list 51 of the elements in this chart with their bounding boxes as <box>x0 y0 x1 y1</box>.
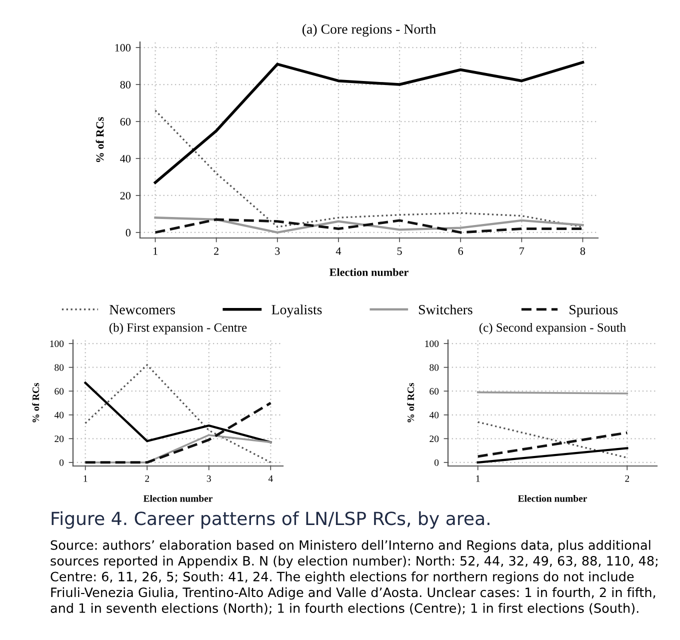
chart-title: (c) Second expansion - South <box>479 322 626 334</box>
x-tick-label: 2 <box>214 247 218 255</box>
y-tick-label: 60 <box>430 388 439 395</box>
x-tick-label: 3 <box>275 247 280 255</box>
y-tick-label: 60 <box>120 118 131 126</box>
legend-label: Switchers <box>419 304 472 314</box>
x-axis-title: Election number <box>330 268 408 276</box>
x-axis-title: Election number <box>143 494 212 502</box>
x-tick-label: 1 <box>84 475 88 482</box>
y-axis-title: % of RCs <box>96 117 104 162</box>
legend-label: Spurious <box>570 305 618 318</box>
y-tick-label: 100 <box>115 44 131 52</box>
line-series <box>154 110 584 228</box>
y-tick-label: 100 <box>425 340 439 348</box>
line-series <box>154 60 584 184</box>
chart-title: (b) First expansion - Centre <box>109 322 247 334</box>
x-tick-label: 4 <box>268 475 273 482</box>
y-tick-label: 40 <box>120 154 131 162</box>
line-series <box>84 364 272 464</box>
y-axis-title: % of RCs <box>32 382 40 422</box>
x-tick-label: 2 <box>145 475 150 482</box>
x-tick-label: 6 <box>458 247 464 255</box>
x-tick-label: 4 <box>336 247 342 255</box>
x-tick-label: 1 <box>476 475 480 482</box>
y-tick-label: 80 <box>120 80 131 88</box>
y-tick-label: 0 <box>59 459 64 466</box>
y-tick-label: 0 <box>126 228 131 236</box>
legend-label: Newcomers <box>110 305 175 314</box>
x-tick-label: 2 <box>625 475 630 482</box>
y-tick-label: 100 <box>50 340 64 348</box>
y-tick-label: 20 <box>54 436 64 442</box>
y-tick-label: 20 <box>430 436 439 442</box>
y-tick-label: 80 <box>54 364 64 371</box>
x-tick-label: 5 <box>397 247 402 255</box>
y-tick-label: 20 <box>120 192 131 200</box>
x-axis-title: Election number <box>518 494 587 502</box>
y-tick-label: 40 <box>429 412 439 418</box>
y-tick-label: 40 <box>54 412 64 418</box>
y-tick-label: 0 <box>434 459 439 466</box>
line-series <box>84 382 272 444</box>
y-tick-label: 60 <box>54 388 64 395</box>
x-tick-label: 7 <box>520 247 524 255</box>
caption: Figure 4. Career patterns of LN/LSP RCs, by area. <box>52 511 490 529</box>
y-axis-title: % of RCs <box>407 382 414 422</box>
legend-label: Loyalists <box>272 304 322 318</box>
source-note: Source: authors’ elaboration based on Ministero dell’Interno and Regions data, plus additional sources reported in Appendix B. N (by election number): North: 52, 44, 32, 49, 63, 88, 110, 48; Centre: 6, 11, 26, 5; South: 41, 24. The eighth elections for northern regions do not include Friuli-Venezia Giulia, Trentino-Alto Adige and Valle d’Aosta. Unclear cases: 1 in fourth, 2 in fifth, and 1 in seventh elections (North); 1 in fourth elections (Centre); 1 in first elections (South). <box>50 540 658 614</box>
x-tick-label: 1 <box>153 247 158 255</box>
y-tick-label: 80 <box>430 364 439 371</box>
x-tick-label: 8 <box>580 247 586 255</box>
chart-title: (a) Core regions - North <box>302 24 436 37</box>
x-tick-label: 3 <box>206 475 211 482</box>
